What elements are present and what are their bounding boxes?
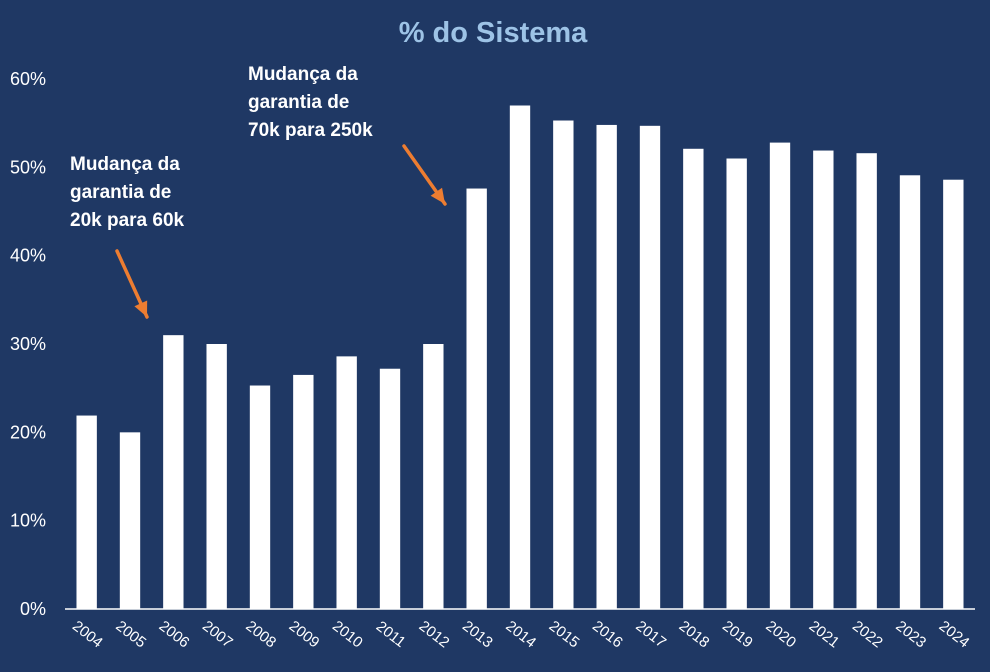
x-tick-label: 2014 xyxy=(502,617,539,651)
bar xyxy=(379,368,401,609)
y-axis-ticks: 0% 10% 20% 30% 40% 50% 60% xyxy=(10,69,46,619)
bar xyxy=(856,153,877,609)
bar xyxy=(76,415,97,609)
x-tick-label: 2024 xyxy=(936,617,973,651)
annotation-text: Mudança da garantia de 20k para 60k xyxy=(70,154,185,231)
chart-title: % do Sistema xyxy=(399,17,588,49)
bar xyxy=(423,344,444,609)
y-tick-label: 30% xyxy=(10,334,46,354)
bar xyxy=(206,344,227,609)
x-tick-label: 2007 xyxy=(199,617,236,651)
x-tick-label: 2016 xyxy=(589,617,626,651)
x-tick-label: 2008 xyxy=(242,617,279,651)
y-tick-label: 40% xyxy=(10,246,46,266)
bar xyxy=(553,120,574,610)
bar xyxy=(163,335,184,609)
bar xyxy=(813,150,834,610)
x-tick-label: 2005 xyxy=(112,617,149,651)
x-tick-label: 2020 xyxy=(762,617,799,651)
y-tick-label: 10% xyxy=(10,511,46,531)
bar xyxy=(119,432,141,609)
x-tick-label: 2019 xyxy=(719,617,756,651)
arrow-head-icon xyxy=(134,300,148,317)
bar xyxy=(249,385,271,609)
bar xyxy=(639,125,661,610)
bar xyxy=(336,356,357,609)
x-tick-label: 2010 xyxy=(329,617,366,651)
annotation-text: Mudança da garantia de 70k para 250k xyxy=(248,64,373,141)
x-tick-label: 2021 xyxy=(806,617,843,651)
x-tick-label: 2004 xyxy=(69,617,106,651)
x-tick-label: 2006 xyxy=(156,617,193,651)
bar xyxy=(943,179,964,609)
x-tick-label: 2011 xyxy=(373,618,409,651)
x-tick-label: 2013 xyxy=(459,617,496,651)
bar xyxy=(509,105,531,609)
bar xyxy=(293,374,314,609)
bar xyxy=(769,142,791,609)
x-axis-ticks: 2004 2005 2006 2007 2008 2009 2010 2011 2012 2013… xyxy=(69,617,972,651)
bars-group xyxy=(76,105,964,610)
y-tick-label: 60% xyxy=(10,69,46,89)
bar xyxy=(726,158,747,609)
y-tick-label: 20% xyxy=(10,422,46,442)
x-tick-label: 2017 xyxy=(632,617,669,651)
annotations-group: Mudança da garantia de 20k para 60k Mudança… xyxy=(70,64,447,319)
x-tick-label: 2009 xyxy=(286,617,323,651)
y-tick-label: 50% xyxy=(10,157,46,177)
bar xyxy=(596,124,617,609)
arrow-head-icon xyxy=(430,187,445,204)
bar xyxy=(466,188,487,610)
bar xyxy=(899,175,921,610)
x-tick-label: 2022 xyxy=(849,617,886,651)
bar xyxy=(683,148,704,610)
x-tick-label: 2012 xyxy=(416,617,453,651)
y-tick-label: 0% xyxy=(20,599,46,619)
x-tick-label: 2015 xyxy=(546,617,583,651)
x-tick-label: 2023 xyxy=(892,617,929,651)
x-tick-label: 2018 xyxy=(676,617,713,651)
